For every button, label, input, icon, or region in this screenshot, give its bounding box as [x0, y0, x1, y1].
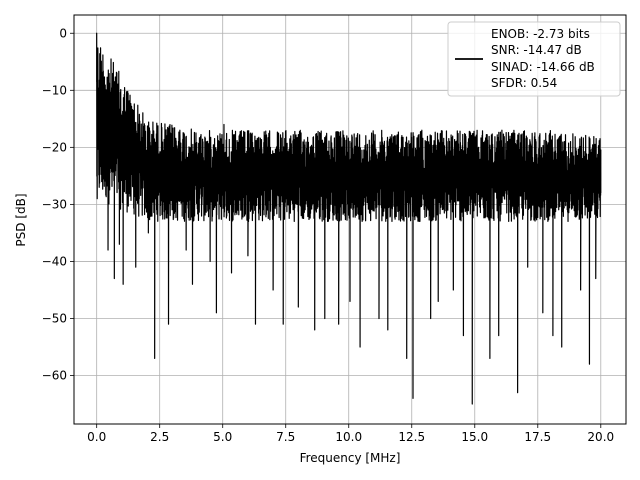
legend-box [447, 21, 621, 97]
legend-snr: SNR: -14.47 dB [491, 43, 582, 57]
x-axis-label: Frequency [MHz] [300, 451, 401, 465]
legend-sinad: SINAD: -14.66 dB [491, 60, 595, 74]
x-tick-label: 17.5 [524, 430, 551, 444]
legend-enob: ENOB: -2.73 bits [491, 27, 590, 41]
legend-sfdr: SFDR: 0.54 [491, 76, 557, 90]
y-tick-label: −20 [42, 140, 67, 154]
x-tick-label: 2.5 [150, 430, 169, 444]
x-tick-label: 20.0 [587, 430, 614, 444]
x-tick-label: 7.5 [276, 430, 295, 444]
psd-series [96, 32, 602, 405]
x-tick-label: 15.0 [461, 430, 488, 444]
psd-line [96, 32, 602, 405]
x-tick-label: 5.0 [213, 430, 232, 444]
y-tick-label: −40 [42, 254, 67, 268]
y-tick-label: −10 [42, 83, 67, 97]
plot-frame [73, 14, 627, 425]
x-tick-label: 10.0 [335, 430, 362, 444]
x-tick-label: 12.5 [398, 430, 425, 444]
x-tick-label: 0.0 [87, 430, 106, 444]
y-tick-label: −30 [42, 197, 67, 211]
y-tick-label: −50 [42, 311, 67, 325]
y-tick-label: 0 [59, 26, 67, 40]
y-axis-ticks: 0 −10 −20 −30 −40 −50 −60 [42, 26, 74, 383]
y-axis-label: PSD [dB] [14, 193, 28, 246]
legend: ENOB: -2.73 bits SNR: -14.47 dB SINAD: -… [447, 21, 621, 97]
x-axis-ticks: 0.0 2.5 5.0 7.5 10.0 12.5 15.0 17.5 20.0 [87, 424, 614, 444]
y-tick-label: −60 [42, 369, 67, 383]
